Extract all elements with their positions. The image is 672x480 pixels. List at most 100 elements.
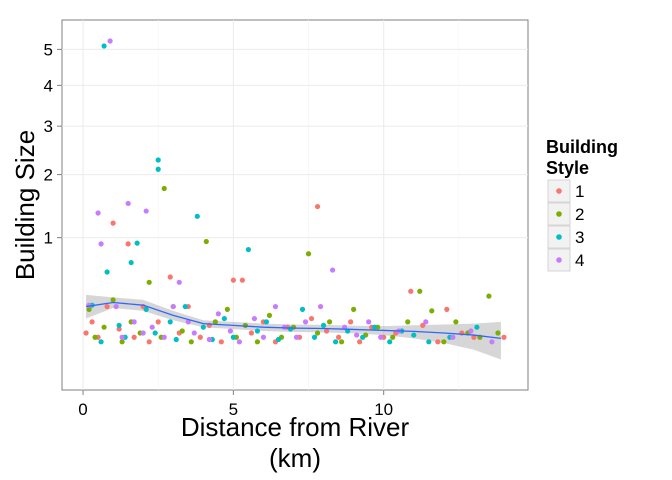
point-style-1-18 xyxy=(239,277,245,283)
point-style-1-7 xyxy=(131,334,137,340)
point-style-3-4 xyxy=(116,322,122,328)
point-style-4-20 xyxy=(251,315,258,322)
point-style-3-27 xyxy=(320,322,327,328)
point-style-3-30 xyxy=(360,334,366,340)
point-style-1-11 xyxy=(167,274,173,280)
point-style-3-10 xyxy=(155,157,161,163)
point-style-3-35 xyxy=(426,339,432,345)
legend-label-4: 4 xyxy=(575,251,584,270)
point-style-2-24 xyxy=(326,319,333,325)
point-style-3-7 xyxy=(134,240,140,246)
point-style-2-3 xyxy=(110,297,116,303)
point-style-3-9 xyxy=(152,330,158,336)
y-tick-label-1: 2 xyxy=(44,166,53,185)
legend-keys: 1 2 3 4 xyxy=(547,179,584,272)
point-style-4-16 xyxy=(206,336,212,343)
point-style-4-8 xyxy=(140,330,146,336)
point-style-3-26 xyxy=(311,334,318,340)
point-style-1-14 xyxy=(197,334,203,340)
point-style-1-1 xyxy=(89,319,95,325)
x-tick-label-1: 5 xyxy=(229,400,238,419)
y-axis-ticks: 1 2 3 4 5 xyxy=(44,40,62,248)
legend-label-3: 3 xyxy=(575,228,584,247)
point-style-3-31 xyxy=(372,324,378,330)
point-style-3-23 xyxy=(275,336,282,343)
point-style-4-4 xyxy=(113,303,119,310)
y-tick-label-3: 4 xyxy=(44,76,53,95)
point-style-1-5 xyxy=(116,326,122,332)
point-style-1-28 xyxy=(348,319,354,325)
point-style-3-37 xyxy=(474,324,480,330)
point-style-4-15 xyxy=(191,330,197,336)
point-style-4-5 xyxy=(119,334,125,340)
point-style-1-39 xyxy=(501,334,507,340)
point-style-1-19 xyxy=(248,330,255,336)
point-style-4-10 xyxy=(149,324,155,330)
point-style-2-4 xyxy=(119,339,125,345)
point-style-1-16 xyxy=(218,339,224,345)
x-axis-label-line2: (km) xyxy=(269,443,321,473)
point-style-4-22 xyxy=(272,303,279,310)
legend: Building Style 1 2 3 4 xyxy=(546,137,618,272)
point-style-4-35 xyxy=(468,328,474,334)
point-style-4-1 xyxy=(95,210,101,216)
point-style-4-34 xyxy=(450,334,456,340)
point-style-1-38 xyxy=(471,334,477,340)
point-style-4-6 xyxy=(125,200,131,207)
point-style-4-36 xyxy=(489,339,495,345)
legend-key-dot-1 xyxy=(556,188,562,194)
point-style-2-1 xyxy=(92,334,98,340)
x-tick-label-2: 10 xyxy=(374,400,393,419)
point-style-3-18 xyxy=(221,315,227,322)
point-style-4-30 xyxy=(366,319,372,325)
point-style-2-19 xyxy=(266,312,273,318)
smooth-line xyxy=(85,301,502,339)
x-axis-ticks: 0 5 10 xyxy=(78,390,393,419)
point-style-2-33 xyxy=(441,339,447,345)
point-style-1-25 xyxy=(314,203,321,210)
point-style-2-15 xyxy=(224,306,230,312)
point-style-2-11 xyxy=(179,328,185,334)
point-style-1-24 xyxy=(308,315,315,322)
point-style-3-15 xyxy=(194,213,200,219)
point-style-4-2 xyxy=(98,241,104,247)
point-style-4-19 xyxy=(236,339,242,345)
point-style-2-25 xyxy=(339,339,345,345)
legend-label-1: 1 xyxy=(575,182,584,201)
point-style-2-31 xyxy=(417,288,423,294)
point-style-2-12 xyxy=(188,339,194,345)
point-style-1-0 xyxy=(83,330,89,336)
point-style-4-31 xyxy=(378,334,384,340)
point-style-3-25 xyxy=(299,306,306,312)
point-style-4-27 xyxy=(329,267,336,273)
point-style-2-14 xyxy=(212,319,218,325)
point-style-3-16 xyxy=(200,324,206,330)
point-style-1-33 xyxy=(408,288,414,294)
point-style-1-29 xyxy=(357,339,363,345)
point-style-1-34 xyxy=(420,322,426,328)
point-style-3-19 xyxy=(230,334,236,340)
point-style-1-9 xyxy=(146,339,152,345)
point-style-3-32 xyxy=(387,339,393,345)
point-style-4-18 xyxy=(227,328,233,334)
point-style-1-17 xyxy=(230,277,236,283)
point-style-1-35 xyxy=(435,339,441,345)
y-tick-label-2: 3 xyxy=(44,117,53,136)
point-style-3-2 xyxy=(101,43,107,49)
x-tick-label-0: 0 xyxy=(78,400,87,419)
point-style-4-21 xyxy=(260,334,267,340)
point-style-4-14 xyxy=(185,319,191,325)
point-style-4-33 xyxy=(423,319,429,325)
point-style-4-9 xyxy=(143,208,149,214)
point-style-1-26 xyxy=(323,328,330,334)
point-style-4-24 xyxy=(293,334,300,340)
point-style-2-34 xyxy=(453,319,459,325)
point-style-2-26 xyxy=(351,306,357,312)
legend-key-dot-3 xyxy=(556,234,562,240)
y-tick-label-0: 1 xyxy=(44,229,53,248)
x-axis-label-line1: Distance from River xyxy=(181,412,410,442)
point-style-1-3 xyxy=(104,303,110,310)
legend-title-line1: Building xyxy=(546,137,618,157)
y-tick-label-4: 5 xyxy=(44,40,53,59)
